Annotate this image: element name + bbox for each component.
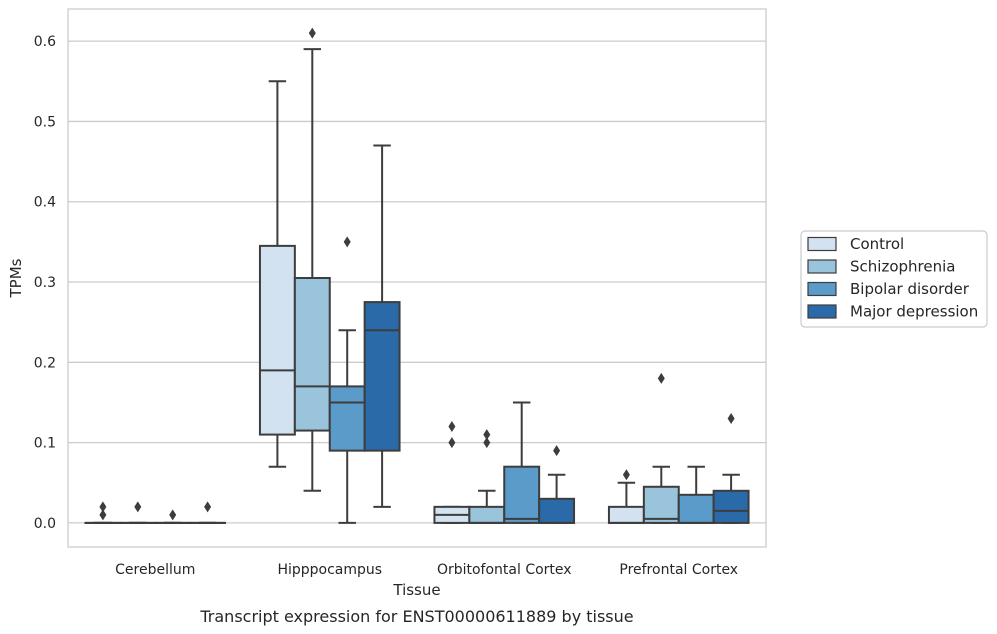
legend-label: Control [850, 235, 904, 253]
box [503, 465, 541, 524]
box-group [503, 401, 541, 524]
legend-label: Schizophrenia [850, 258, 955, 276]
outlier-point [308, 27, 316, 39]
outlier-point [553, 445, 561, 457]
box-group [154, 509, 192, 524]
outlier-point [448, 421, 456, 433]
outlier-point [727, 413, 735, 425]
box-group [677, 465, 715, 524]
boxplot-marks [84, 27, 750, 524]
legend-frame [800, 230, 988, 328]
box [258, 244, 296, 436]
outlier-point [99, 501, 107, 513]
outlier-point [169, 509, 177, 521]
legend-label: Major depression [850, 303, 978, 321]
box-group [258, 80, 296, 468]
y-tick-label: 0.4 [34, 195, 56, 211]
outlier-point [483, 429, 491, 441]
legend-label: Bipolar disorder [850, 280, 970, 298]
box-group [433, 421, 471, 524]
box-group [538, 445, 576, 524]
box [677, 493, 715, 524]
box [293, 277, 331, 432]
outlier-point [483, 437, 491, 449]
box [468, 505, 506, 524]
x-tick-label: Hipppocampus [277, 562, 382, 578]
outlier-point [622, 469, 630, 481]
y-axis-label: TPMs [7, 258, 25, 298]
outlier-point [204, 501, 212, 513]
box-group [189, 501, 227, 524]
box-group [84, 501, 122, 524]
x-tick-labels: Cerebellum Hipppocampus Orbitofontal Corte… [115, 562, 738, 578]
outlier-point [134, 501, 142, 513]
box [642, 485, 680, 524]
box-group [468, 429, 506, 524]
outlier-point [343, 236, 351, 248]
box [607, 505, 645, 524]
outlier-point [657, 372, 665, 384]
box-group [328, 236, 366, 524]
legend: Control Schizophrenia Bipolar disorder Majo… [800, 230, 988, 328]
box [363, 301, 401, 452]
box [712, 489, 750, 524]
legend-swatch [807, 236, 837, 252]
y-tick-labels: 0.0 0.1 0.2 0.3 0.4 0.5 0.6 [34, 34, 56, 532]
plot-frame [67, 8, 767, 548]
box-group [712, 413, 750, 524]
legend-swatch [807, 259, 837, 274]
box-group [363, 144, 401, 508]
x-tick-label: Cerebellum [115, 562, 195, 578]
box-group [642, 372, 680, 524]
y-tick-label: 0.1 [34, 436, 56, 452]
y-tick-label: 0.0 [34, 516, 56, 532]
x-axis-label: Tissue [392, 581, 440, 599]
box-group [119, 501, 157, 524]
x-tick-label: Prefrontal Cortex [619, 562, 738, 578]
box [328, 385, 366, 452]
outlier-point [448, 437, 456, 449]
legend-swatch [807, 304, 837, 319]
box [538, 497, 576, 524]
box-group [607, 469, 645, 524]
y-tick-label: 0.6 [34, 34, 56, 50]
grid-lines [68, 40, 766, 524]
y-tick-label: 0.2 [34, 355, 56, 371]
legend-swatch [807, 281, 837, 297]
outlier-point [99, 509, 107, 521]
y-tick-label: 0.5 [34, 114, 56, 130]
chart-caption: Transcript expression for ENST0000061188… [199, 607, 633, 626]
x-tick-label: Orbitofontal Cortex [437, 562, 572, 578]
box-group [293, 27, 331, 492]
y-tick-label: 0.3 [34, 275, 56, 291]
